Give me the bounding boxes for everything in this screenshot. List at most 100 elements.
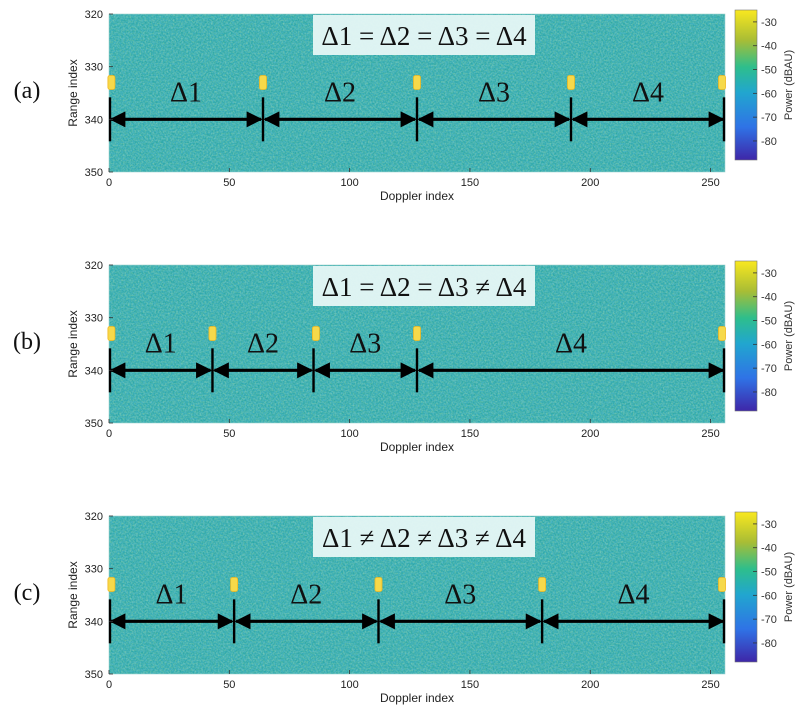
equation-box	[313, 517, 535, 557]
plot-frame	[108, 264, 726, 424]
y-tick-label: 340	[85, 114, 103, 126]
colorbar-tick-label: -70	[761, 112, 777, 124]
y-tick-label: 350	[85, 167, 103, 179]
x-tick-label: 150	[461, 428, 479, 440]
y-tick-label: 330	[85, 564, 103, 576]
interval-label: Δ4	[618, 579, 650, 610]
y-axis-label: Range index	[66, 310, 80, 377]
x-tick-label: 50	[223, 428, 235, 440]
x-axis-label: Doppler index	[380, 440, 454, 454]
interval-label: Δ3	[444, 579, 476, 610]
colorbar-tick-label: -30	[761, 268, 777, 280]
x-tick-label: 250	[701, 679, 719, 691]
x-tick-label: 200	[581, 679, 599, 691]
x-tick-label: 50	[223, 679, 235, 691]
colorbar-tick-label: -30	[761, 519, 777, 531]
y-tick-label: 350	[85, 669, 103, 681]
target-peak	[538, 577, 547, 592]
x-tick-label: 150	[461, 177, 479, 189]
colorbar-tick-label: -80	[761, 387, 777, 399]
interval-label: Δ3	[349, 328, 381, 359]
colorbar-tick-label: -60	[761, 590, 777, 602]
colorbar-tick-label: -70	[761, 363, 777, 375]
target-peak	[718, 75, 726, 90]
colorbar-tick-label: -40	[761, 543, 777, 555]
colorbar-tick-label: -60	[761, 339, 777, 351]
colorbar-tick-label: -80	[761, 638, 777, 650]
target-peak	[718, 577, 726, 592]
target-peak	[413, 326, 421, 341]
x-tick-label: 0	[106, 428, 112, 440]
interval-label: Δ2	[324, 77, 356, 108]
interval-label: Δ2	[247, 328, 279, 359]
target-peak	[230, 577, 239, 592]
x-tick-label: 250	[701, 428, 719, 440]
target-peak	[107, 577, 116, 592]
x-tick-label: 200	[581, 428, 599, 440]
y-tick-label: 340	[85, 365, 103, 377]
colorbar	[734, 9, 758, 161]
panel-a: Δ1 Δ2 Δ3 Δ4 Δ1 = Δ2 = Δ3 = Δ4 0 50 100 150 200 250…	[14, 9, 795, 203]
colorbar-label: Power (dBAU)	[783, 301, 795, 371]
interval-label: Δ3	[478, 77, 510, 108]
interval-label: Δ4	[555, 328, 587, 359]
target-peak	[312, 326, 320, 341]
equation-box	[313, 15, 535, 55]
panel-label: (b)	[13, 329, 41, 355]
colorbar-label: Power (dBAU)	[783, 552, 795, 622]
interval-label: Δ2	[290, 579, 322, 610]
colorbar	[734, 511, 758, 663]
colorbar-tick-label: -80	[761, 136, 777, 148]
equation-box	[313, 266, 535, 306]
equation-text: Δ1 = Δ2 = Δ3 ≠ Δ4	[322, 272, 527, 302]
panel-label: (a)	[14, 78, 41, 104]
interval-label: Δ4	[632, 77, 664, 108]
y-tick-label: 320	[85, 511, 103, 523]
y-tick-label: 340	[85, 616, 103, 628]
interval-label: Δ1	[145, 328, 177, 359]
x-tick-label: 0	[106, 679, 112, 691]
target-peak	[374, 577, 383, 592]
colorbar-tick-label: -70	[761, 614, 777, 626]
x-tick-label: 150	[461, 679, 479, 691]
y-tick-label: 320	[85, 260, 103, 272]
y-tick-label: 330	[85, 313, 103, 325]
x-tick-label: 50	[223, 177, 235, 189]
target-peak	[718, 326, 726, 341]
y-tick-label: 320	[85, 9, 103, 21]
colorbar-tick-label: -40	[761, 41, 777, 53]
panel-label: (c)	[14, 580, 41, 606]
plot-frame	[108, 13, 726, 173]
colorbar-label: Power (dBAU)	[783, 50, 795, 120]
x-tick-label: 250	[701, 177, 719, 189]
target-peak	[208, 326, 217, 341]
target-peak	[259, 75, 267, 90]
equation-text: Δ1 ≠ Δ2 ≠ Δ3 ≠ Δ4	[322, 523, 526, 553]
colorbar-tick-label: -50	[761, 65, 777, 77]
y-tick-label: 350	[85, 418, 103, 430]
colorbar-tick-label: -60	[761, 88, 777, 100]
y-axis-label: Range index	[66, 561, 80, 628]
equation-text: Δ1 = Δ2 = Δ3 = Δ4	[321, 21, 527, 51]
plot-frame	[108, 515, 726, 675]
target-peak	[413, 75, 421, 90]
interval-label: Δ1	[170, 77, 202, 108]
target-peak	[567, 75, 575, 90]
colorbar-tick-label: -50	[761, 567, 777, 579]
x-tick-label: 100	[340, 177, 358, 189]
x-tick-label: 0	[106, 177, 112, 189]
y-tick-label: 330	[85, 62, 103, 74]
target-peak	[107, 75, 116, 90]
target-peak	[107, 326, 116, 341]
x-axis-label: Doppler index	[380, 189, 454, 203]
interval-label: Δ1	[156, 579, 188, 610]
x-tick-label: 100	[340, 428, 358, 440]
x-tick-label: 200	[581, 177, 599, 189]
panel-b: Δ1 Δ2 Δ3 Δ4 Δ1 = Δ2 = Δ3 ≠ Δ4 0 50 100 150 200 250…	[13, 260, 795, 454]
panel-c: Δ1 Δ2 Δ3 Δ4 Δ1 ≠ Δ2 ≠ Δ3 ≠ Δ4 0 50 100 150 200 250…	[14, 511, 795, 705]
x-tick-label: 100	[340, 679, 358, 691]
x-axis-label: Doppler index	[380, 691, 454, 705]
colorbar-tick-label: -40	[761, 292, 777, 304]
colorbar-tick-label: -50	[761, 316, 777, 328]
